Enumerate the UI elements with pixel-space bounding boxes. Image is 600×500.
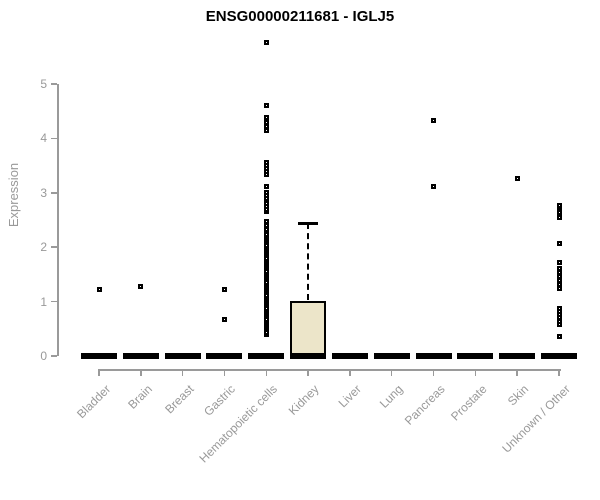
x-tick	[265, 369, 268, 376]
outlier-point	[556, 321, 562, 327]
outlier-point	[263, 222, 269, 228]
y-tick	[51, 246, 57, 248]
median-bar	[541, 353, 578, 359]
x-tick	[181, 369, 184, 376]
x-tick	[140, 369, 142, 376]
x-tick-label: Breast	[162, 382, 197, 417]
outlier-point	[514, 176, 520, 182]
outlier-point	[556, 334, 562, 340]
y-tick	[51, 83, 57, 85]
outlier-point	[263, 102, 269, 108]
x-tick-label: Skin	[504, 382, 532, 409]
x-tick-label: Bladder	[73, 382, 113, 422]
outlier-point	[263, 227, 269, 233]
x-tick	[558, 369, 560, 376]
chart-title: ENSG00000211681 - IGLJ5	[205, 8, 395, 25]
outlier-point	[556, 240, 562, 246]
outlier-point	[263, 159, 269, 165]
x-tick	[349, 369, 351, 376]
upper-whisker-cap	[298, 222, 319, 225]
y-tick	[51, 192, 57, 194]
outlier-point	[263, 115, 269, 121]
x-tick	[474, 369, 477, 376]
outlier-point	[556, 286, 562, 292]
x-tick	[390, 369, 393, 376]
y-tick	[51, 300, 57, 303]
outlier-point	[263, 39, 269, 45]
outlier-point	[556, 209, 562, 215]
y-tick-label: 3	[40, 185, 47, 200]
median-bar	[81, 353, 117, 359]
x-tick-label: Liver	[335, 382, 364, 411]
x-tick	[432, 369, 435, 376]
y-tick-label: 1	[40, 294, 47, 309]
outlier-point	[263, 190, 269, 196]
outlier-point	[263, 119, 269, 125]
median-bar	[248, 353, 285, 359]
outlier-point	[96, 286, 102, 292]
x-tick-label: Hematopoietic cells	[196, 382, 281, 466]
outlier-point	[556, 281, 562, 287]
outlier-point	[556, 215, 562, 221]
x-tick-label: Pancreas	[401, 382, 448, 428]
outlier-point	[431, 117, 437, 123]
x-tick-label: Brain	[125, 382, 155, 412]
median-bar	[164, 353, 201, 359]
outlier-point	[221, 316, 227, 322]
median-bar	[457, 353, 494, 359]
y-tick	[51, 137, 57, 140]
y-tick	[51, 355, 57, 357]
median-bar	[373, 353, 410, 359]
x-tick-label: Lung	[376, 382, 406, 411]
outlier-point	[221, 286, 227, 292]
median-bar	[206, 353, 243, 359]
outlier-point	[263, 184, 269, 190]
x-tick	[307, 369, 309, 376]
y-tick-label: 2	[40, 240, 47, 255]
median-bar	[290, 353, 327, 359]
box	[290, 300, 327, 356]
outlier-point	[556, 259, 562, 265]
x-tick	[98, 369, 100, 376]
x-tick-label: Gastric	[201, 382, 239, 419]
median-bar	[415, 353, 452, 359]
x-axis-line	[99, 369, 562, 371]
x-tick	[223, 369, 226, 376]
y-tick-label: 4	[40, 131, 47, 146]
x-tick	[516, 369, 518, 376]
median-bar	[122, 353, 159, 359]
outlier-point	[138, 284, 144, 290]
outlier-point	[263, 123, 269, 129]
outlier-point	[263, 218, 269, 224]
upper-whisker	[307, 223, 310, 301]
x-tick-label: Kidney	[286, 382, 322, 418]
y-tick-label: 5	[40, 77, 47, 91]
y-axis-line	[57, 84, 59, 356]
y-tick-label: 0	[40, 349, 47, 363]
median-bar	[331, 353, 368, 359]
outlier-point	[431, 183, 437, 189]
x-tick-label: Prostate	[447, 382, 490, 424]
median-bar	[499, 353, 536, 359]
